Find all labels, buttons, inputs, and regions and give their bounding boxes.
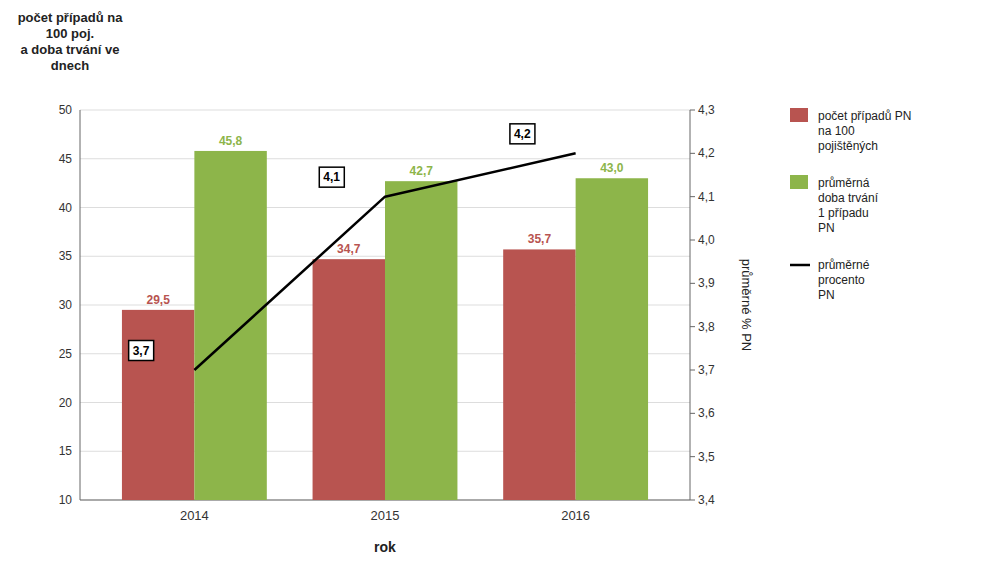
- y2-tick-label: 4,0: [698, 233, 715, 247]
- data-label: 35,7: [528, 232, 552, 246]
- plot-area: [122, 151, 648, 500]
- chart: 10 15 20 25 30 35 40 45 50 3,4 3,5 3,6 3,7 3,8 3,9 4,0 4…: [0, 0, 986, 583]
- y-tick-label: 40: [59, 201, 73, 215]
- text-line: procento: [818, 273, 865, 287]
- data-label: 29,5: [146, 293, 170, 307]
- y2-tick-label: 3,4: [698, 493, 715, 507]
- y2-tick-label: 4,2: [698, 146, 715, 160]
- legend-label: průměrnádoba trvání1 případuPN: [818, 176, 879, 235]
- bar: [122, 310, 194, 500]
- y2-tick-label: 3,6: [698, 406, 715, 420]
- bar: [385, 181, 457, 500]
- y-axis: [80, 110, 81, 500]
- y2-tick-label: 4,1: [698, 190, 715, 204]
- data-label: 4,2: [514, 127, 531, 141]
- y2-tick: [690, 196, 695, 197]
- text-line: a doba trvání ve: [21, 42, 120, 57]
- text-line: doba trvání: [818, 191, 879, 205]
- y2-tick: [690, 370, 695, 371]
- text-line: dnech: [51, 58, 89, 73]
- bar: [313, 259, 385, 500]
- y2-tick: [690, 456, 695, 457]
- legend-swatch: [790, 264, 810, 267]
- grid-line: [80, 158, 690, 159]
- y2-tick: [690, 110, 695, 111]
- text-line: průměrné: [818, 258, 870, 272]
- legend: počet případů PNna 100pojištěných průměrn…: [790, 108, 911, 302]
- y2-tick-label: 3,7: [698, 363, 715, 377]
- x-tick-label: 2016: [561, 508, 590, 523]
- y-tick-label: 50: [59, 103, 73, 117]
- text-line: PN: [818, 288, 835, 302]
- y-axis-label: počet případů na100 poj.a doba trvání ve…: [18, 10, 124, 73]
- data-label: 34,7: [337, 242, 361, 256]
- y2-axis-label: průměrné % PN: [739, 259, 754, 351]
- x-tick-label: 2014: [180, 508, 209, 523]
- grid-line: [80, 110, 690, 111]
- text-line: PN: [818, 221, 835, 235]
- text-line: na 100: [818, 124, 855, 138]
- bar: [576, 178, 648, 500]
- y2-axis: [690, 110, 691, 500]
- bar: [194, 151, 266, 500]
- data-label: 43,0: [600, 161, 624, 175]
- data-label: 4,1: [323, 170, 340, 184]
- y2-tick-label: 3,8: [698, 320, 715, 334]
- y2-tick-label: 3,5: [698, 450, 715, 464]
- y2-tick: [690, 283, 695, 284]
- labels: 29,5 34,7 35,7 45,8 42,7 43,0 3,7 4,1 4,2: [129, 124, 624, 361]
- legend-swatch: [790, 175, 808, 189]
- legend-label: počet případů PNna 100pojištěných: [818, 109, 911, 153]
- y2-tick: [690, 153, 695, 154]
- text-line: 100 poj.: [46, 26, 94, 41]
- y-tick-label: 35: [59, 249, 73, 263]
- data-label-box: [129, 341, 154, 361]
- y2-tick: [690, 240, 695, 241]
- y-tick-label: 15: [59, 444, 73, 458]
- y-tick-label: 30: [59, 298, 73, 312]
- y-tick-label: 25: [59, 347, 73, 361]
- data-label: 42,7: [410, 164, 434, 178]
- y2-tick: [690, 413, 695, 414]
- y2-tick-label: 3,9: [698, 276, 715, 290]
- y-tick-label: 20: [59, 396, 73, 410]
- y-tick-label: 10: [59, 493, 73, 507]
- text-line: počet případů PN: [818, 109, 911, 123]
- legend-swatch: [790, 108, 808, 122]
- bar: [503, 249, 575, 500]
- y2-tick-label: 4,3: [698, 103, 715, 117]
- y-tick-label: 45: [59, 152, 73, 166]
- legend-label: průměrnéprocentoPN: [818, 258, 870, 302]
- text-line: průměrná: [818, 176, 870, 190]
- y2-tick: [690, 500, 695, 501]
- line: [194, 153, 575, 370]
- text-line: 1 případu: [818, 206, 869, 220]
- text-line: pojištěných: [818, 139, 878, 153]
- data-label: 45,8: [219, 134, 243, 148]
- data-label-box: [510, 124, 535, 144]
- y2-tick: [690, 326, 695, 327]
- x-axis-label: rok: [374, 539, 396, 555]
- x-tick-label: 2015: [371, 508, 400, 523]
- text-line: počet případů na: [18, 10, 124, 25]
- data-label: 3,7: [133, 344, 150, 358]
- data-label-box: [319, 167, 344, 187]
